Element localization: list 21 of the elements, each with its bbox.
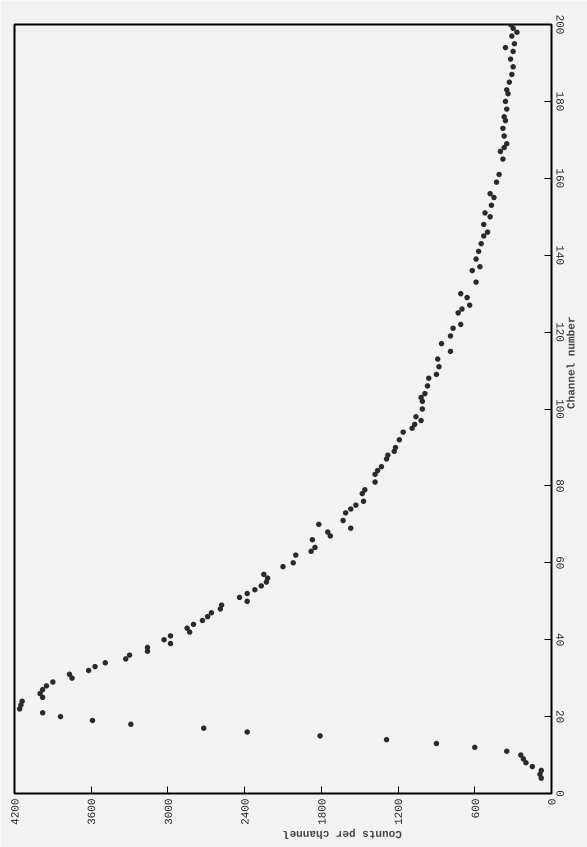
x-axis-title: Counts per channel [282, 826, 402, 839]
y-tick-label: 120 [552, 322, 564, 342]
x-tick-label: 1200 [394, 798, 406, 825]
x-tick-label: 3000 [164, 798, 176, 825]
x-tick-label: 2400 [240, 798, 253, 825]
y-tick-label: 60 [552, 556, 564, 570]
y-tick-label: 40 [552, 633, 564, 646]
x-tick-label: 4200 [10, 798, 22, 825]
y-tick-label: 80 [552, 479, 564, 492]
y-tick-label: 180 [552, 92, 564, 112]
y-tick-label: 140 [552, 245, 564, 266]
y-tick-label: 160 [552, 168, 564, 188]
x-tick-label: 0 [548, 798, 560, 806]
x-tick-label: 600 [470, 798, 483, 818]
y-tick-label: 0 [552, 790, 564, 797]
y-tick-label: 200 [552, 14, 564, 34]
y-tick-label: 100 [552, 399, 564, 419]
x-tick-label: 1800 [317, 798, 330, 825]
y-axis-title: Channel number [566, 316, 578, 409]
y-tick-label: 20 [552, 710, 564, 724]
x-tick-label: 3600 [87, 798, 100, 825]
